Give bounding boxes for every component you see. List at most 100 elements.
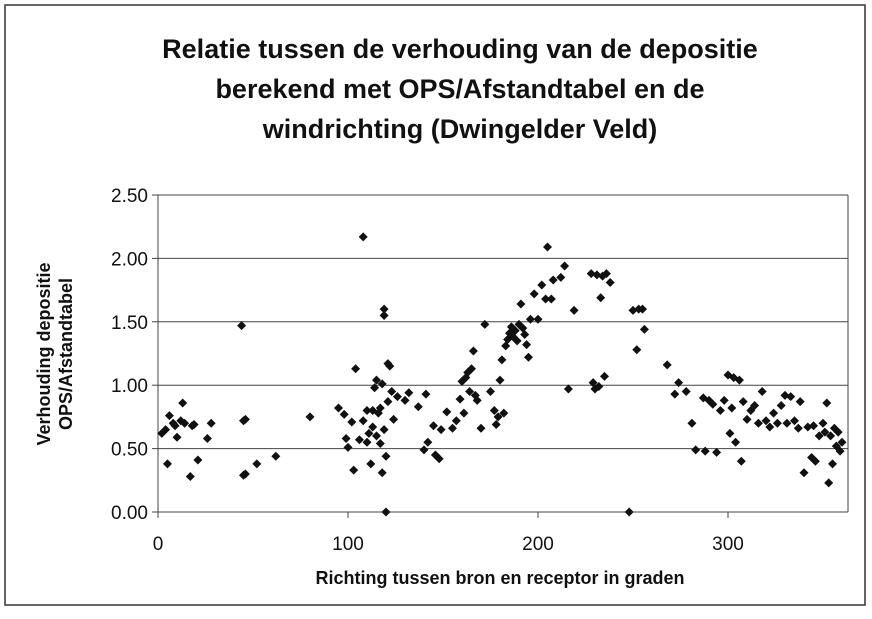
point xyxy=(351,364,361,374)
point xyxy=(429,421,438,431)
point xyxy=(368,422,378,432)
point xyxy=(442,407,452,417)
point xyxy=(387,387,397,397)
point xyxy=(761,416,771,426)
y-tick-label: 0.00 xyxy=(111,503,148,524)
point xyxy=(786,392,796,402)
point xyxy=(491,420,501,430)
point xyxy=(670,389,680,399)
point xyxy=(240,414,250,424)
point xyxy=(354,435,364,445)
point xyxy=(419,445,429,455)
point xyxy=(455,394,465,404)
point xyxy=(828,459,837,469)
point xyxy=(334,403,343,413)
point xyxy=(687,418,697,428)
point xyxy=(240,469,250,479)
point xyxy=(731,437,741,447)
chart-border xyxy=(4,4,866,606)
point xyxy=(180,418,190,428)
y-tick-label: 2.00 xyxy=(111,249,148,270)
point xyxy=(486,387,495,397)
point xyxy=(543,242,552,252)
point xyxy=(305,412,315,422)
x-tick-label: 0 xyxy=(153,534,164,555)
point xyxy=(364,428,374,438)
point xyxy=(700,446,710,456)
chart-title: Relatie tussen de verhouding van de depo… xyxy=(162,34,758,64)
point xyxy=(712,447,722,457)
point xyxy=(638,304,647,314)
point xyxy=(377,379,387,389)
y-tick-label: 0.50 xyxy=(111,440,148,461)
point xyxy=(522,340,532,350)
point xyxy=(237,321,247,331)
point xyxy=(172,432,182,442)
point xyxy=(448,423,457,433)
x-axis-label: Richting tussen bron en receptor in grad… xyxy=(315,568,684,588)
point xyxy=(271,451,281,461)
y-axis-label: Verhouding depositie xyxy=(34,262,54,445)
point xyxy=(810,456,820,466)
y-tick-label: 1.00 xyxy=(111,376,148,397)
point xyxy=(548,275,558,285)
point xyxy=(824,478,834,488)
point xyxy=(719,395,729,405)
point xyxy=(385,361,395,371)
point xyxy=(379,304,389,314)
point xyxy=(814,431,824,441)
point xyxy=(400,395,410,405)
point xyxy=(472,395,482,405)
point xyxy=(725,428,735,438)
point xyxy=(681,387,691,397)
point xyxy=(389,414,399,424)
chart-title: windrichting (Dwingelder Veld) xyxy=(262,114,658,144)
point xyxy=(601,269,611,279)
point xyxy=(372,375,381,385)
point xyxy=(468,346,478,356)
point xyxy=(529,289,539,299)
point xyxy=(379,310,389,320)
point xyxy=(459,408,469,418)
point xyxy=(495,375,505,385)
point xyxy=(381,507,391,517)
point xyxy=(512,336,522,346)
point xyxy=(569,305,579,315)
point xyxy=(769,408,779,418)
point xyxy=(820,427,830,437)
point xyxy=(795,397,805,407)
point xyxy=(493,412,503,422)
x-tick-label: 200 xyxy=(522,534,554,555)
point xyxy=(708,399,718,409)
point xyxy=(765,422,775,432)
point xyxy=(347,417,357,427)
point xyxy=(383,397,393,407)
point xyxy=(596,293,606,303)
point xyxy=(639,324,649,334)
point xyxy=(818,418,828,428)
point xyxy=(163,459,172,469)
point xyxy=(632,345,642,355)
point xyxy=(404,388,414,398)
point xyxy=(524,352,533,362)
point xyxy=(489,406,499,416)
point xyxy=(835,446,845,456)
point xyxy=(339,409,349,419)
point xyxy=(379,425,389,435)
point xyxy=(776,400,786,410)
point xyxy=(476,423,486,433)
y-axis-label: OPS/Afstandtabel xyxy=(56,278,76,430)
point xyxy=(358,232,368,242)
point xyxy=(252,459,262,469)
point xyxy=(189,420,199,430)
point xyxy=(434,454,444,464)
point xyxy=(497,355,507,365)
y-tick-label: 1.50 xyxy=(111,313,148,334)
point xyxy=(837,437,847,447)
point xyxy=(480,319,490,329)
point xyxy=(178,398,188,408)
point xyxy=(161,425,171,435)
point xyxy=(362,406,372,416)
point xyxy=(467,364,476,374)
point xyxy=(206,418,216,428)
